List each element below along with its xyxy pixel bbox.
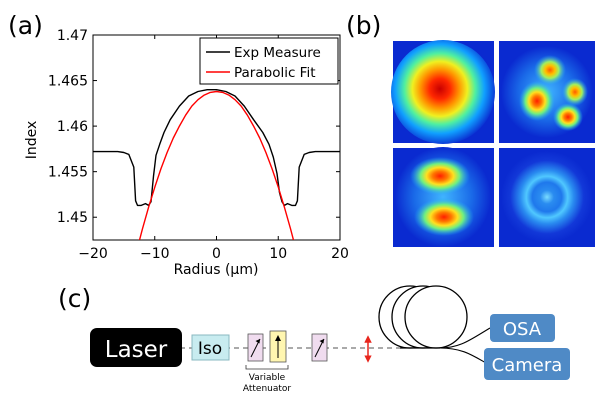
- fiber-coil: [378, 285, 491, 364]
- x-axis-label: Radius (µm): [174, 262, 259, 278]
- panel-label-a: (a): [8, 11, 43, 40]
- y-tick-label: 1.455: [48, 165, 88, 181]
- camera-box: Camera: [484, 348, 570, 380]
- y-axis-label: Index: [24, 121, 40, 160]
- isolator-label: Iso: [198, 339, 222, 359]
- mode-image-two-lobe: [393, 147, 494, 247]
- panel-label-c: (c): [58, 284, 91, 313]
- y-tick-label: 1.465: [48, 74, 88, 90]
- series-parabolic-fit: [138, 90, 295, 240]
- y-tick-label: 1.46: [57, 119, 88, 135]
- mode-image-ring: [499, 148, 595, 247]
- laser-label: Laser: [105, 337, 168, 363]
- mode-image-lp01: [391, 40, 495, 144]
- osa-label: OSA: [503, 319, 542, 340]
- osa-box: OSA: [490, 314, 555, 342]
- setup-schematic: Laser Iso Variable Attenuator: [90, 285, 570, 394]
- series-exp-measure: [93, 88, 340, 207]
- mode-image-four-lobe: [499, 41, 595, 143]
- axis-ticks: −20 −10 0 10 20 1.45 1.455 1.46 1.465 1.47: [48, 28, 349, 262]
- legend: Exp Measure Parabolic Fit: [199, 37, 339, 85]
- y-tick-label: 1.45: [57, 210, 88, 226]
- x-tick-label: 20: [331, 246, 349, 262]
- legend-label-fit: Parabolic Fit: [234, 65, 316, 81]
- attenuator-plate-1: [247, 333, 264, 362]
- camera-label: Camera: [492, 355, 563, 376]
- legend-label-exp: Exp Measure: [234, 45, 321, 61]
- x-tick-label: 0: [212, 246, 221, 262]
- attenuator-label-line2: Attenuator: [243, 384, 292, 394]
- x-tick-label: −20: [78, 246, 108, 262]
- attenuator-plate-2: [269, 330, 287, 363]
- mode-images: [391, 40, 596, 248]
- x-tick-label: −10: [140, 246, 170, 262]
- attenuator-label-line1: Variable: [249, 373, 286, 383]
- isolator-box: Iso: [191, 334, 230, 361]
- y-tick-label: 1.47: [57, 28, 88, 44]
- attenuator-plate-3: [311, 333, 328, 362]
- panel-label-b: (b): [346, 11, 381, 40]
- attenuator-bracket: Variable Attenuator: [243, 365, 292, 394]
- chart-series: [93, 88, 340, 240]
- x-tick-label: 10: [269, 246, 287, 262]
- legend-box: [199, 37, 339, 85]
- laser-box: Laser: [90, 328, 182, 367]
- index-profile-chart: −20 −10 0 10 20 1.45 1.455 1.46 1.465 1.47 Radius…: [24, 28, 349, 278]
